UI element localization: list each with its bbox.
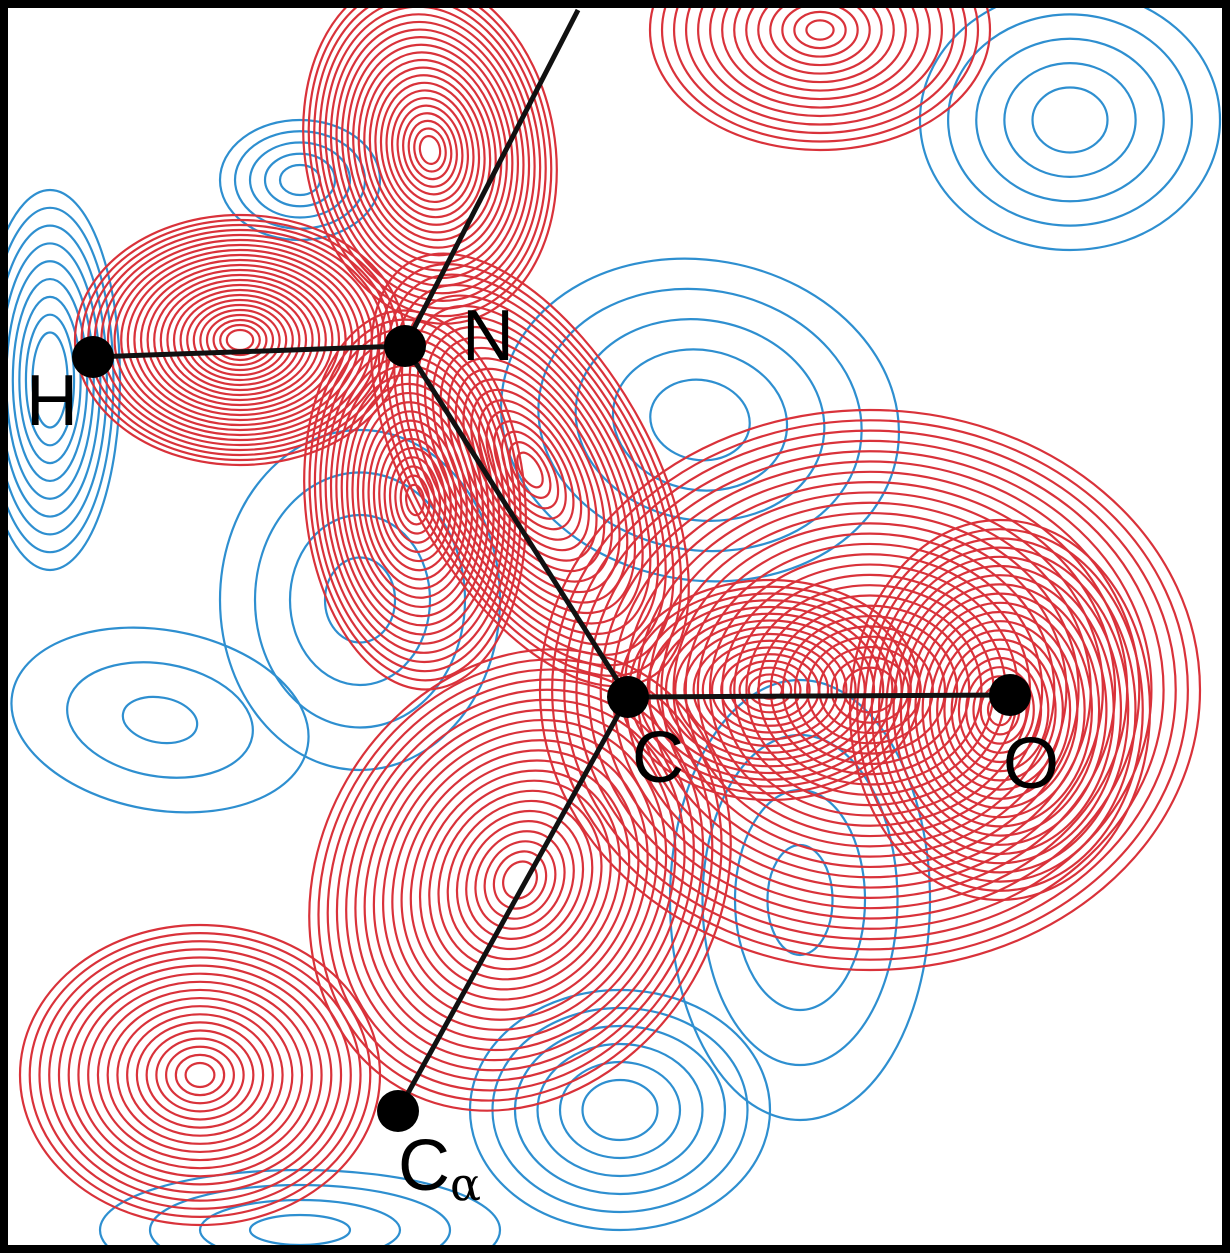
atom-label: O: [1003, 724, 1059, 804]
atom: [607, 676, 649, 718]
atom-label: C: [632, 718, 684, 798]
atom: [989, 674, 1031, 716]
density-map: H N C O Cα: [0, 0, 1230, 1253]
atom-label-subscript: α: [450, 1157, 481, 1211]
atom: [72, 336, 114, 378]
atom: [384, 325, 426, 367]
background: [0, 0, 1230, 1253]
atom-label: H: [26, 361, 78, 441]
atom-label: N: [462, 296, 514, 376]
page: H N C O Cα (() => { const data = JSON.pa…: [0, 0, 1230, 1253]
bond: [628, 695, 1010, 697]
atom-label-main: C: [398, 1126, 450, 1206]
